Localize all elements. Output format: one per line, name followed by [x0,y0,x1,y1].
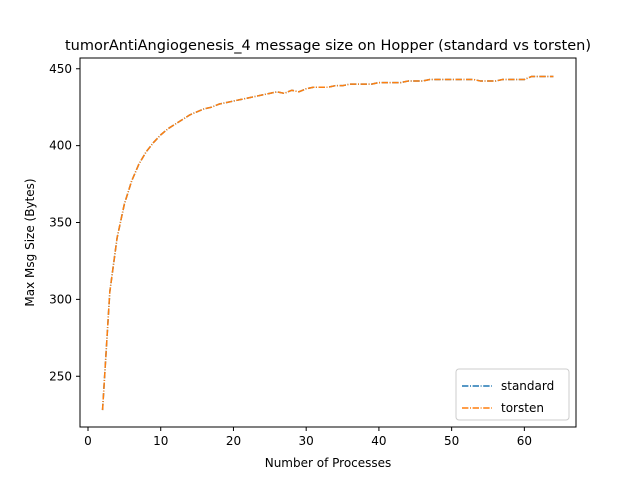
y-tick-label: 250 [49,369,72,383]
legend-label-torsten: torsten [501,401,544,415]
plot-frame [79,57,577,428]
x-tick-label: 20 [226,434,241,448]
series-line-torsten [101,75,554,411]
series-layer [101,75,554,411]
x-tick-label: 0 [84,434,92,448]
y-axis-label: Max Msg Size (Bytes) [23,178,37,306]
y-axis-ticks: 250 300 350 400 450 [49,62,80,383]
y-tick-label: 300 [49,292,72,306]
chart-title: tumorAntiAngiogenesis_4 message size on … [65,38,591,54]
x-axis-label: Number of Processes [265,456,392,470]
y-tick-label: 400 [49,139,72,153]
x-tick-label: 50 [444,434,459,448]
x-tick-label: 40 [371,434,386,448]
legend: standard torsten [455,368,570,421]
x-axis-ticks: 0 10 20 30 40 50 60 [84,427,532,448]
y-tick-label: 450 [49,62,72,76]
x-tick-label: 10 [153,434,168,448]
legend-label-standard: standard [501,379,554,393]
y-tick-label: 350 [49,216,72,230]
x-tick-label: 30 [299,434,314,448]
plot-area [80,58,576,427]
x-tick-label: 60 [517,434,532,448]
